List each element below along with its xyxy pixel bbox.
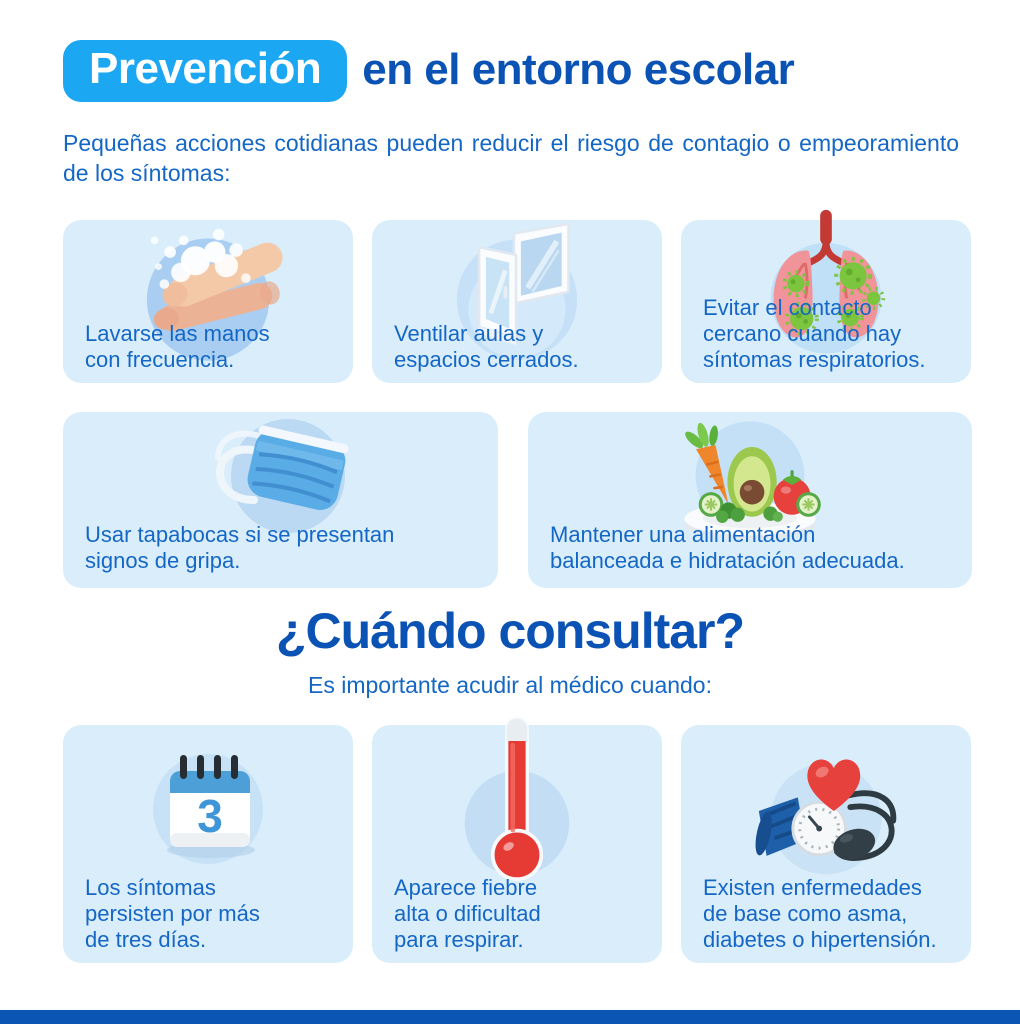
face-mask-icon	[214, 419, 348, 533]
card-healthy-food: Mantener una alimentación balanceada e h…	[528, 412, 972, 588]
card-text: Lavarse las manos con frecuencia.	[85, 321, 270, 372]
card-text: Ventilar aulas y espacios cerrados.	[394, 321, 579, 372]
card-text: Usar tapabocas si se presentan signos de…	[85, 522, 395, 573]
lungs-virus-icon	[770, 209, 886, 354]
card-avoid-contact: Evitar el contacto cercano cuando hay sí…	[681, 209, 971, 383]
card-high-fever: Aparece fiebre alta o dificultad para re…	[372, 716, 662, 963]
calendar-icon: 3	[153, 754, 263, 864]
card-wash-hands: Lavarse las manos con frecuencia.	[63, 220, 353, 383]
card-ventilate: Ventilar aulas y espacios cerrados.	[372, 220, 662, 383]
card-base-diseases: Existen enfermedades de base como asma, …	[681, 725, 971, 963]
consult-section-subtitle: Es importante acudir al médico cuando:	[308, 672, 712, 698]
title-badge: Prevención	[63, 40, 348, 102]
title-text: en el entorno escolar	[362, 45, 795, 94]
card-face-mask: Usar tapabocas si se presentan signos de…	[63, 412, 498, 588]
footer-accent-bar	[0, 1010, 1020, 1024]
blood-pressure-heart-icon	[755, 759, 897, 875]
card-text: Los síntomas persisten por más de tres d…	[85, 875, 260, 952]
thermometer-icon	[464, 716, 570, 881]
card-text: Aparece fiebre alta o dificultad para re…	[394, 875, 541, 952]
card-symptoms-persist: 3 Los síntomas persisten por más de tres…	[63, 725, 353, 963]
open-window-icon	[456, 222, 578, 360]
consult-section-title: ¿Cuándo consultar?	[275, 603, 745, 659]
card-text: Existen enfermedades de base como asma, …	[703, 875, 937, 952]
intro-text: Pequeñas acciones cotidianas pueden redu…	[63, 130, 959, 186]
page-title: Prevención en el entorno escolar	[63, 40, 795, 102]
card-text: Mantener una alimentación balanceada e h…	[550, 522, 905, 573]
calendar-number: 3	[197, 790, 223, 842]
card-text: Evitar el contacto cercano cuando hay sí…	[703, 295, 926, 372]
healthy-food-plate-icon	[684, 421, 821, 540]
washing-hands-icon	[146, 228, 283, 361]
